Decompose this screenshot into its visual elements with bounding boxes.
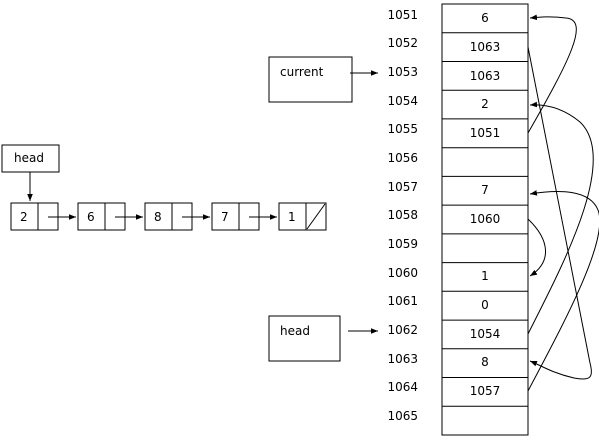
list-node-value: 8 — [154, 210, 162, 224]
list-head-label: head — [14, 151, 44, 165]
memory-value: 0 — [481, 298, 489, 312]
memory-address: 1051 — [387, 8, 418, 22]
memory-value: 7 — [481, 183, 489, 197]
memory-value: 1063 — [470, 69, 501, 83]
list-head-pointer: head — [1, 144, 60, 173]
memory-value: 1 — [481, 269, 489, 283]
memory-value: 1051 — [470, 126, 501, 140]
list-node-value: 2 — [20, 210, 28, 224]
arrow-1055-to-1051 — [527, 14, 577, 134]
memory-addresses: 1051 1052 1053 1054 1055 1056 1057 1058 … — [387, 8, 418, 423]
memory-address: 1059 — [387, 237, 418, 251]
arrow-1058-to-1060 — [527, 218, 546, 277]
arrow-1052-to-1063 — [527, 46, 591, 364]
memory-value: 1057 — [470, 384, 501, 398]
list-node-value: 7 — [221, 210, 229, 224]
memory-address: 1057 — [387, 180, 418, 194]
memory-address: 1054 — [387, 94, 418, 108]
arrow-1062-to-1054 — [527, 101, 594, 335]
memory-value: 1054 — [470, 327, 501, 341]
memory-table — [441, 3, 529, 436]
memory-value: 1063 — [470, 40, 501, 54]
memory-address: 1060 — [387, 266, 418, 280]
arrow-1064-to-1057 — [527, 190, 599, 392]
memory-address: 1058 — [387, 208, 418, 222]
memory-value: 6 — [481, 11, 489, 25]
memory-head-label: head — [280, 324, 310, 338]
memory-address: 1065 — [387, 409, 418, 423]
memory-address: 1055 — [387, 122, 418, 136]
current-pointer: current — [268, 56, 353, 103]
memory-address: 1061 — [387, 294, 418, 308]
memory-address: 1052 — [387, 36, 418, 50]
memory-pointer-arrows — [527, 14, 599, 392]
memory-address: 1053 — [387, 65, 418, 79]
list-node-value: 6 — [87, 210, 95, 224]
memory-values: 6 1063 1063 2 1051 7 1060 1 0 1054 8 105… — [470, 11, 501, 398]
list-node-value: 1 — [288, 210, 296, 224]
memory-address: 1063 — [387, 352, 418, 366]
memory-value: 8 — [481, 355, 489, 369]
memory-address: 1064 — [387, 380, 418, 394]
memory-address: 1062 — [387, 323, 418, 337]
memory-value: 2 — [481, 97, 489, 111]
null-slash — [306, 203, 326, 230]
arrow-1063-to-1063 — [529, 360, 592, 380]
memory-address: 1056 — [387, 151, 418, 165]
current-label: current — [280, 65, 324, 79]
memory-value: 1060 — [470, 212, 501, 226]
memory-head-pointer: head — [268, 315, 341, 362]
list-node-tail: 1 — [278, 202, 327, 231]
